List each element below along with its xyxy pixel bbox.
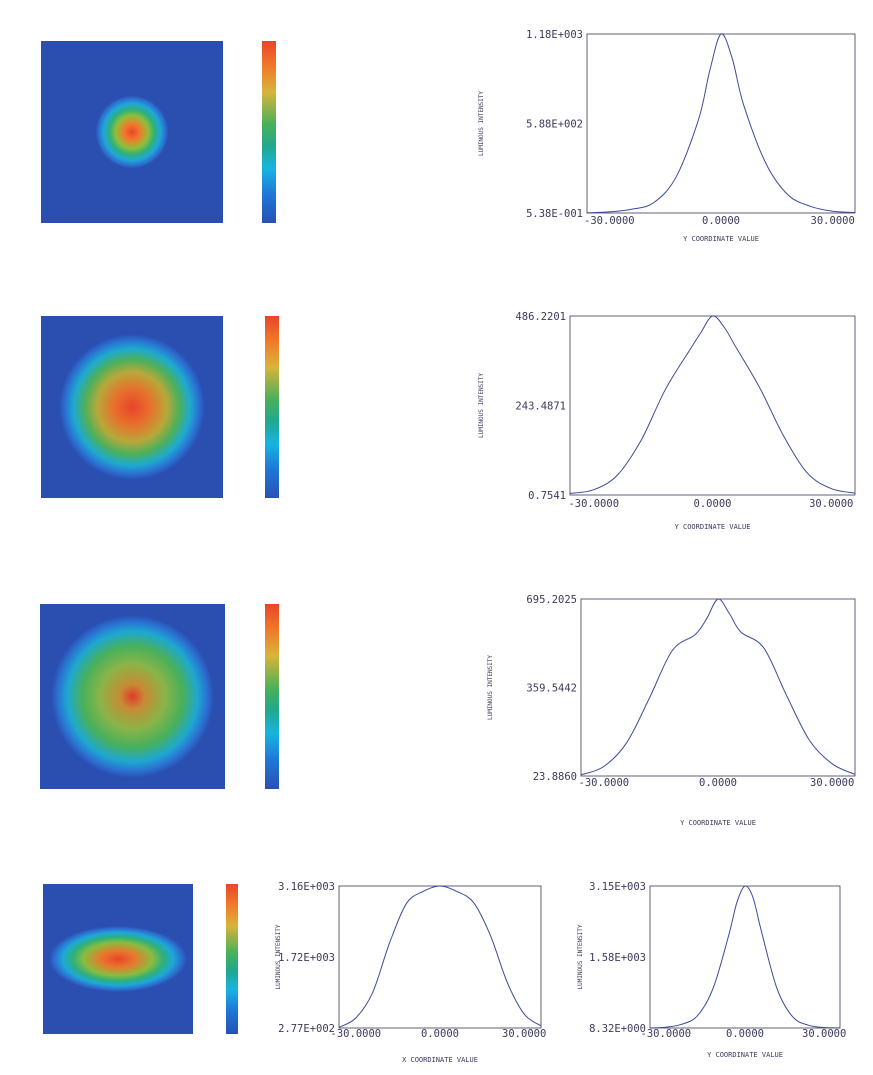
x-tick-label: 30.0000 bbox=[809, 498, 853, 510]
intensity-curve bbox=[569, 315, 856, 494]
intensity-chart-2: 0.7541 243.4871 486.2201 -30.0000 0.0000 30.0… bbox=[478, 311, 856, 531]
heatmap-4 bbox=[43, 884, 193, 1034]
intensity-chart-1: 5.38E-001 5.88E+002 1.18E+003 -30.0000 0.000… bbox=[478, 29, 856, 243]
y-tick-label: 486.2201 bbox=[515, 311, 566, 323]
x-tick-label: 0.0000 bbox=[726, 1028, 764, 1040]
x-tick-label: 0.0000 bbox=[699, 777, 737, 789]
x-tick-label: -30.0000 bbox=[584, 215, 635, 227]
x-axis-label: Y COORDINATE VALUE bbox=[675, 523, 751, 531]
x-tick-label: -30.0000 bbox=[331, 1028, 382, 1040]
intensity-chart-5: 8.32E+000 1.58E+003 3.15E+003 -30.0000 0.000… bbox=[577, 881, 846, 1059]
plot-frame bbox=[338, 885, 542, 1029]
x-tick-label: 30.0000 bbox=[802, 1028, 846, 1040]
y-axis-label: LUMINOUS INTENSITY bbox=[275, 924, 282, 989]
x-tick-label: 0.0000 bbox=[702, 215, 740, 227]
x-tick-label: -30.0000 bbox=[568, 498, 619, 510]
y-tick-label: 5.88E+002 bbox=[526, 119, 583, 131]
heatmap-1 bbox=[41, 41, 223, 223]
plot-frame bbox=[649, 885, 841, 1029]
intensity-curve bbox=[338, 885, 542, 1028]
plot-frame bbox=[569, 315, 856, 496]
y-tick-label: 0.7541 bbox=[528, 490, 566, 502]
x-axis-label: Y COORDINATE VALUE bbox=[683, 235, 759, 243]
intensity-curve bbox=[586, 33, 856, 214]
y-axis-label: LUMINOUS INTENSITY bbox=[478, 373, 485, 438]
intensity-spot bbox=[51, 615, 214, 778]
y-tick-label: 359.5442 bbox=[526, 683, 577, 695]
colorbar-2 bbox=[265, 316, 279, 498]
intensity-spot bbox=[59, 334, 205, 480]
y-tick-label: 3.16E+003 bbox=[278, 881, 335, 893]
y-tick-label: 1.72E+003 bbox=[278, 952, 335, 964]
intensity-curve bbox=[580, 598, 856, 776]
y-tick-label: 1.58E+003 bbox=[589, 952, 646, 964]
y-tick-label: 3.15E+003 bbox=[589, 881, 646, 893]
intensity-curve bbox=[649, 885, 841, 1029]
intensity-spot bbox=[49, 926, 187, 992]
y-tick-label: 1.18E+003 bbox=[526, 29, 583, 41]
intensity-spot bbox=[95, 95, 169, 169]
y-axis-label: LUMINOUS INTENSITY bbox=[487, 655, 494, 720]
colorbar-4 bbox=[226, 884, 238, 1034]
heatmap-2 bbox=[41, 316, 223, 498]
y-tick-label: 23.8860 bbox=[533, 771, 577, 783]
heatmap-3 bbox=[40, 604, 225, 789]
colorbar-1 bbox=[262, 41, 276, 223]
intensity-chart-4: 2.77E+002 1.72E+003 3.16E+003 -30.0000 0.000… bbox=[275, 881, 546, 1064]
x-tick-label: 0.0000 bbox=[694, 498, 732, 510]
y-tick-label: 2.77E+002 bbox=[278, 1023, 335, 1035]
plot-frame bbox=[586, 33, 856, 214]
y-tick-label: 5.38E-001 bbox=[526, 208, 583, 220]
x-tick-label: 30.0000 bbox=[502, 1028, 546, 1040]
intensity-chart-3: 23.8860 359.5442 695.2025 -30.0000 0.0000 30.… bbox=[487, 594, 856, 827]
x-axis-label: X COORDINATE VALUE bbox=[402, 1056, 478, 1064]
x-tick-label: -30.0000 bbox=[641, 1028, 692, 1040]
x-tick-label: 30.0000 bbox=[811, 215, 855, 227]
x-tick-label: 30.0000 bbox=[810, 777, 854, 789]
y-axis-label: LUMINOUS INTENSITY bbox=[577, 924, 584, 989]
y-tick-label: 243.4871 bbox=[515, 401, 566, 413]
y-tick-label: 695.2025 bbox=[526, 594, 577, 606]
colorbar-3 bbox=[265, 604, 279, 789]
x-axis-label: Y COORDINATE VALUE bbox=[707, 1051, 783, 1059]
y-axis-label: LUMINOUS INTENSITY bbox=[478, 91, 485, 156]
x-tick-label: 0.0000 bbox=[421, 1028, 459, 1040]
y-tick-label: 8.32E+000 bbox=[589, 1023, 646, 1035]
x-axis-label: Y COORDINATE VALUE bbox=[680, 819, 756, 827]
x-tick-label: -30.0000 bbox=[579, 777, 630, 789]
